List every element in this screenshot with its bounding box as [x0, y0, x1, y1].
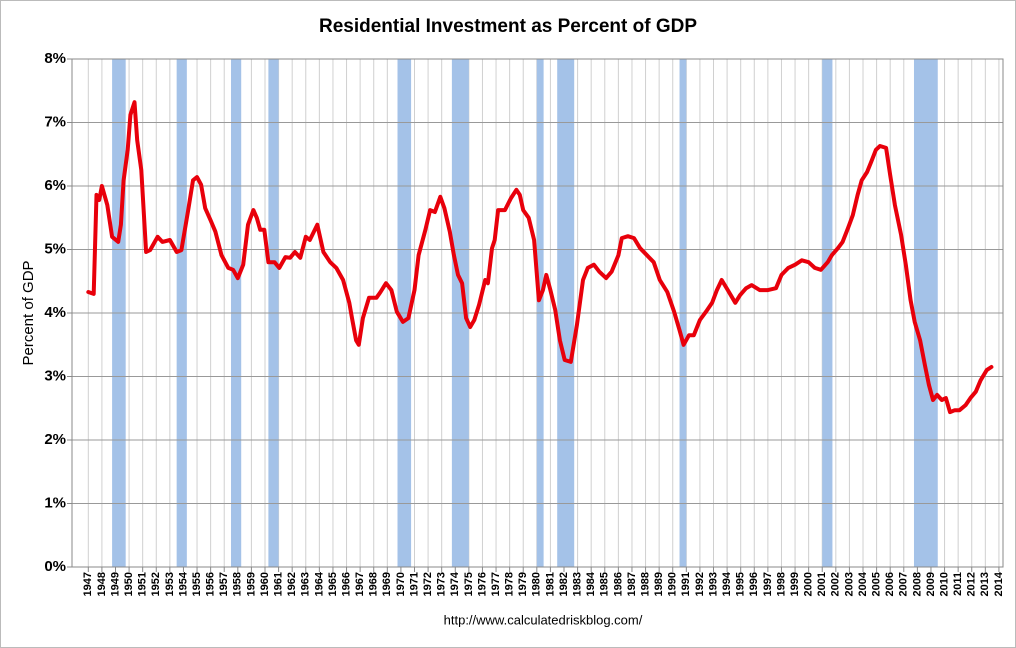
x-tick-label: 1976	[476, 572, 488, 596]
x-tick-label: 1977	[490, 572, 502, 596]
x-tick-label: 2014	[993, 571, 1005, 596]
x-tick-label: 2000	[803, 572, 815, 596]
x-tick-label: 1951	[137, 572, 149, 596]
x-tick-label: 2009	[925, 572, 937, 596]
x-tick-label: 1970	[395, 572, 407, 596]
x-tick-label: 1998	[775, 572, 787, 596]
x-tick-label: 1948	[96, 572, 108, 596]
y-tick-label: 5%	[44, 240, 66, 257]
x-tick-label: 2006	[884, 572, 896, 596]
x-tick-label: 1967	[354, 572, 366, 596]
x-tick-label: 2010	[938, 572, 950, 596]
x-tick-label: 1962	[286, 572, 298, 596]
x-tick-label: 1965	[327, 572, 339, 596]
x-tick-label: 1968	[368, 572, 380, 596]
x-tick-label: 1963	[300, 572, 312, 596]
x-tick-label: 1947	[82, 572, 94, 596]
x-tick-label: 1981	[544, 572, 556, 596]
x-tick-label: 1995	[735, 572, 747, 596]
y-tick-label: 3%	[44, 367, 66, 384]
y-tick-label: 4%	[44, 304, 66, 321]
x-tick-label: 1973	[436, 572, 448, 596]
y-tick-label: 2%	[44, 431, 66, 448]
x-tick-label: 1988	[639, 572, 651, 596]
y-tick-label: 0%	[44, 558, 66, 575]
x-tick-label: 1975	[463, 572, 475, 596]
x-tick-label: 1974	[449, 571, 461, 596]
x-tick-label: 2001	[816, 572, 828, 596]
x-tick-label: 1956	[205, 572, 217, 596]
x-tick-label: 1949	[109, 572, 121, 596]
x-tick-label: 1953	[164, 572, 176, 596]
x-tick-label: 1980	[531, 572, 543, 596]
x-tick-label: 1987	[626, 572, 638, 596]
x-tick-label: 1985	[599, 572, 611, 596]
x-tick-label: 1997	[762, 572, 774, 596]
x-tick-label: 1955	[191, 572, 203, 596]
x-tick-label: 1964	[313, 571, 325, 596]
x-tick-label: 1978	[504, 572, 516, 596]
x-tick-label: 2012	[966, 572, 978, 596]
x-tick-label: 1989	[653, 572, 665, 596]
chart-title: Residential Investment as Percent of GDP	[319, 16, 697, 37]
x-tick-label: 2003	[843, 572, 855, 596]
x-tick-label: 2013	[979, 572, 991, 596]
x-tick-label: 1993	[707, 572, 719, 596]
x-tick-label: 1972	[422, 572, 434, 596]
x-tick-label: 1960	[259, 572, 271, 596]
x-tick-label: 1983	[572, 572, 584, 596]
x-tick-label: 1961	[272, 572, 284, 596]
x-tick-label: 1979	[517, 572, 529, 596]
x-tick-label: 1984	[585, 571, 597, 596]
x-tick-label: 1957	[218, 572, 230, 596]
y-tick-label: 1%	[44, 494, 66, 511]
x-tick-label: 1952	[150, 572, 162, 596]
x-tick-label: 1971	[408, 572, 420, 596]
x-tick-label: 1996	[748, 572, 760, 596]
x-tick-label: 1959	[245, 572, 257, 596]
x-tick-label: 1958	[232, 572, 244, 596]
x-tick-label: 2005	[871, 572, 883, 596]
x-tick-label: 2004	[857, 571, 869, 596]
x-tick-label: 2002	[830, 572, 842, 596]
x-tick-label: 1954	[177, 571, 189, 596]
x-tick-label: 1950	[123, 572, 135, 596]
x-tick-label: 2008	[911, 572, 923, 596]
x-tick-label: 1986	[612, 572, 624, 596]
x-tick-label: 2011	[952, 572, 964, 596]
x-tick-label: 1991	[680, 572, 692, 596]
x-tick-label: 1969	[381, 572, 393, 596]
y-tick-label: 6%	[44, 177, 66, 194]
x-tick-label: 1966	[340, 572, 352, 596]
source: http://www.calculatedriskblog.com/	[444, 612, 643, 627]
x-tick-label: 1992	[694, 572, 706, 596]
x-tick-label: 1982	[558, 572, 570, 596]
x-tick-label: 1990	[667, 572, 679, 596]
line	[86, 100, 994, 415]
y-tick-label: 8%	[44, 50, 66, 67]
x-tick-label: 1994	[721, 571, 733, 596]
x-tick-label: 1999	[789, 572, 801, 596]
y-axis-label: Percent of GDP	[20, 260, 37, 365]
x-tick-label: 2007	[898, 572, 910, 596]
y-tick-label: 7%	[44, 113, 66, 130]
plot-border	[71, 58, 1004, 568]
